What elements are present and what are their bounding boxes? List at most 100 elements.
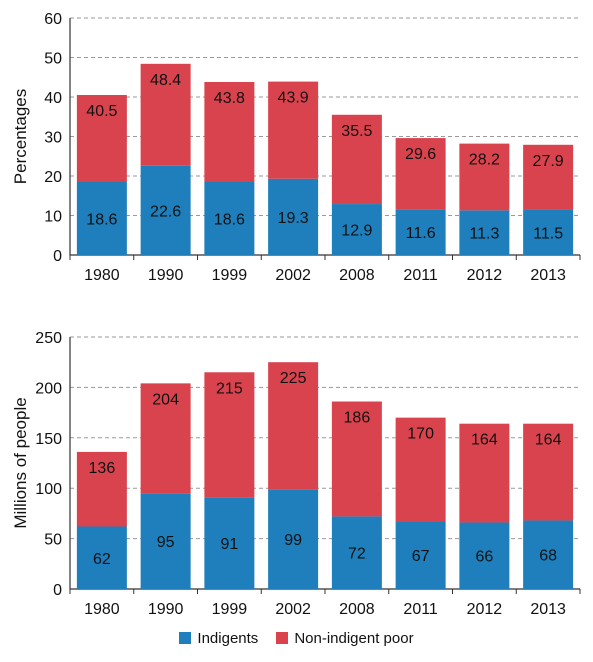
data-label-indigents: 99 — [284, 532, 302, 549]
bar-indigents — [140, 165, 191, 255]
data-label-indigents: 18.6 — [86, 211, 117, 228]
legend-swatch-indigents — [179, 632, 192, 644]
bar-non-indigent — [76, 95, 127, 182]
data-label-total: 164 — [471, 432, 498, 449]
x-tick-label: 1980 — [84, 267, 120, 284]
bar-indigents — [140, 493, 191, 589]
y-tick-label: 50 — [44, 532, 62, 549]
legend-label-non-indigent: Non-indigent poor — [294, 629, 414, 647]
data-label-indigents: 12.9 — [341, 223, 372, 240]
data-label-indigents: 11.5 — [533, 225, 563, 242]
x-tick-label: 2011 — [403, 267, 438, 284]
data-label-indigents: 91 — [220, 536, 238, 553]
data-label-total: 40.5 — [86, 103, 117, 120]
legend-item-indigents: Indigents — [179, 630, 258, 647]
x-tick-label: 2012 — [467, 601, 503, 618]
x-tick-label: 1999 — [212, 267, 248, 284]
x-tick-label: 2002 — [275, 601, 311, 618]
y-tick-label: 40 — [44, 90, 62, 107]
data-label-total: 225 — [280, 370, 307, 387]
y-tick-label: 60 — [44, 11, 62, 28]
data-label-total: 43.9 — [278, 90, 309, 107]
bar-non-indigent — [459, 143, 510, 211]
y-tick-label: 20 — [44, 169, 62, 186]
data-label-total: 170 — [407, 426, 434, 443]
bar-non-indigent — [204, 81, 255, 182]
x-tick-label: 2013 — [530, 267, 566, 284]
data-label-indigents: 11.3 — [469, 226, 499, 243]
bar-non-indigent — [523, 423, 574, 521]
y-tick-label: 100 — [35, 481, 62, 498]
data-label-total: 27.9 — [533, 153, 564, 170]
data-label-total: 164 — [535, 432, 562, 449]
bar-indigents — [395, 521, 446, 589]
y-axis-label: Millions of people — [11, 397, 30, 528]
y-tick-label: 150 — [35, 431, 62, 448]
bar-indigents — [459, 210, 510, 255]
bar-indigents — [331, 516, 382, 589]
data-label-total: 186 — [344, 410, 371, 427]
bar-non-indigent — [268, 81, 319, 179]
bar-indigents — [459, 522, 510, 589]
bar-indigents — [523, 209, 574, 255]
data-label-total: 43.8 — [214, 90, 245, 107]
bar-indigents — [76, 181, 127, 255]
data-label-indigents: 67 — [412, 548, 430, 565]
x-tick-label: 1980 — [84, 601, 120, 618]
bar-non-indigent — [140, 383, 191, 494]
data-label-total: 48.4 — [150, 72, 181, 89]
data-label-indigents: 66 — [475, 549, 493, 566]
data-label-indigents: 22.6 — [150, 203, 181, 220]
x-tick-label: 2012 — [467, 267, 503, 284]
data-label-indigents: 19.3 — [278, 210, 309, 227]
data-label-total: 204 — [152, 391, 179, 408]
bar-non-indigent — [268, 362, 319, 490]
y-tick-label: 30 — [44, 130, 62, 147]
x-tick-label: 2002 — [275, 267, 311, 284]
data-label-indigents: 72 — [348, 546, 366, 563]
bar-non-indigent — [140, 63, 191, 166]
legend-label-indigents: Indigents — [197, 629, 259, 647]
x-tick-label: 2008 — [339, 601, 375, 618]
x-tick-label: 1999 — [212, 601, 248, 618]
bar-indigents — [268, 178, 319, 255]
data-label-indigents: 68 — [539, 548, 557, 565]
legend-swatch-non-indigent — [276, 632, 289, 644]
bar-indigents — [523, 520, 574, 589]
y-tick-label: 0 — [53, 582, 62, 599]
bar-indigents — [268, 489, 319, 589]
legend: Indigents Non-indigent poor — [0, 627, 593, 649]
bar-indigents — [204, 181, 255, 255]
bar-indigents — [331, 204, 382, 255]
bar-non-indigent — [76, 451, 127, 527]
data-label-total: 28.2 — [469, 152, 500, 169]
x-tick-label: 2011 — [403, 601, 438, 618]
bar-non-indigent — [459, 423, 510, 523]
y-tick-label: 200 — [35, 380, 62, 397]
x-tick-label: 2008 — [339, 267, 375, 284]
bar-indigents — [395, 209, 446, 255]
x-tick-label: 2013 — [530, 601, 566, 618]
x-tick-label: 1990 — [148, 267, 184, 284]
data-label-total: 29.6 — [405, 146, 436, 163]
bar-non-indigent — [395, 417, 446, 522]
data-label-total: 136 — [89, 460, 116, 477]
data-label-indigents: 62 — [93, 551, 111, 568]
data-label-indigents: 95 — [157, 534, 175, 551]
data-label-total: 35.5 — [341, 123, 372, 140]
legend-item-non-indigent: Non-indigent poor — [276, 629, 414, 647]
data-label-indigents: 11.6 — [406, 225, 436, 242]
data-label-indigents: 18.6 — [214, 211, 245, 228]
bar-indigents — [204, 497, 255, 589]
bar-indigents — [76, 526, 127, 589]
y-tick-label: 0 — [53, 248, 62, 265]
y-tick-label: 250 — [35, 330, 62, 347]
bar-non-indigent — [395, 138, 446, 210]
bar-non-indigent — [331, 401, 382, 517]
x-tick-label: 1990 — [148, 601, 184, 618]
bar-non-indigent — [331, 114, 382, 205]
y-axis-label: Percentages — [11, 89, 30, 184]
y-tick-label: 10 — [44, 209, 62, 226]
